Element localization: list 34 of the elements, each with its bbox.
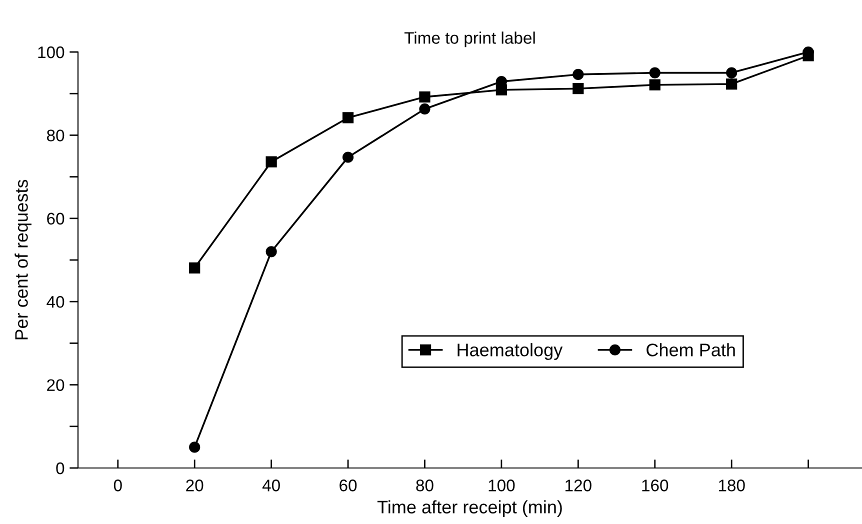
point xyxy=(419,91,430,102)
y-tick-label: 0 xyxy=(56,462,64,474)
y-axis-title: Per cent of requests xyxy=(14,180,32,340)
point xyxy=(189,262,200,274)
point xyxy=(266,246,277,258)
point xyxy=(342,112,354,124)
point xyxy=(649,67,660,78)
y-tick-label: 80 xyxy=(46,130,64,142)
x-tick-label: 40 xyxy=(262,480,280,492)
point xyxy=(342,152,354,163)
x-tick-label: 80 xyxy=(416,480,434,492)
x-axis-title: Time after receipt (min) xyxy=(377,500,562,518)
point xyxy=(649,79,660,90)
point xyxy=(726,67,738,78)
y-tick-label: 60 xyxy=(47,212,64,225)
point xyxy=(189,442,200,453)
x-tick-label: 160 xyxy=(642,480,668,492)
point xyxy=(572,68,584,80)
y-tick-label: 40 xyxy=(46,296,64,308)
x-tick-label: 100 xyxy=(488,480,515,492)
x-tick-label: 20 xyxy=(186,480,204,492)
point xyxy=(266,156,277,168)
point xyxy=(726,78,738,90)
legend-label: Haematology xyxy=(458,343,563,360)
point xyxy=(419,103,430,115)
x-tick-label: 180 xyxy=(718,480,745,492)
x-tick-label: 0 xyxy=(114,480,122,492)
chart-title: Time to print label xyxy=(404,32,535,48)
x-tick-label: 60 xyxy=(340,480,357,492)
legend-label: Chem Path xyxy=(646,343,735,356)
y-tick-label: 100 xyxy=(38,46,64,58)
point xyxy=(572,83,584,94)
y-tick-label: 20 xyxy=(47,379,64,392)
x-tick-label: 120 xyxy=(566,480,592,492)
